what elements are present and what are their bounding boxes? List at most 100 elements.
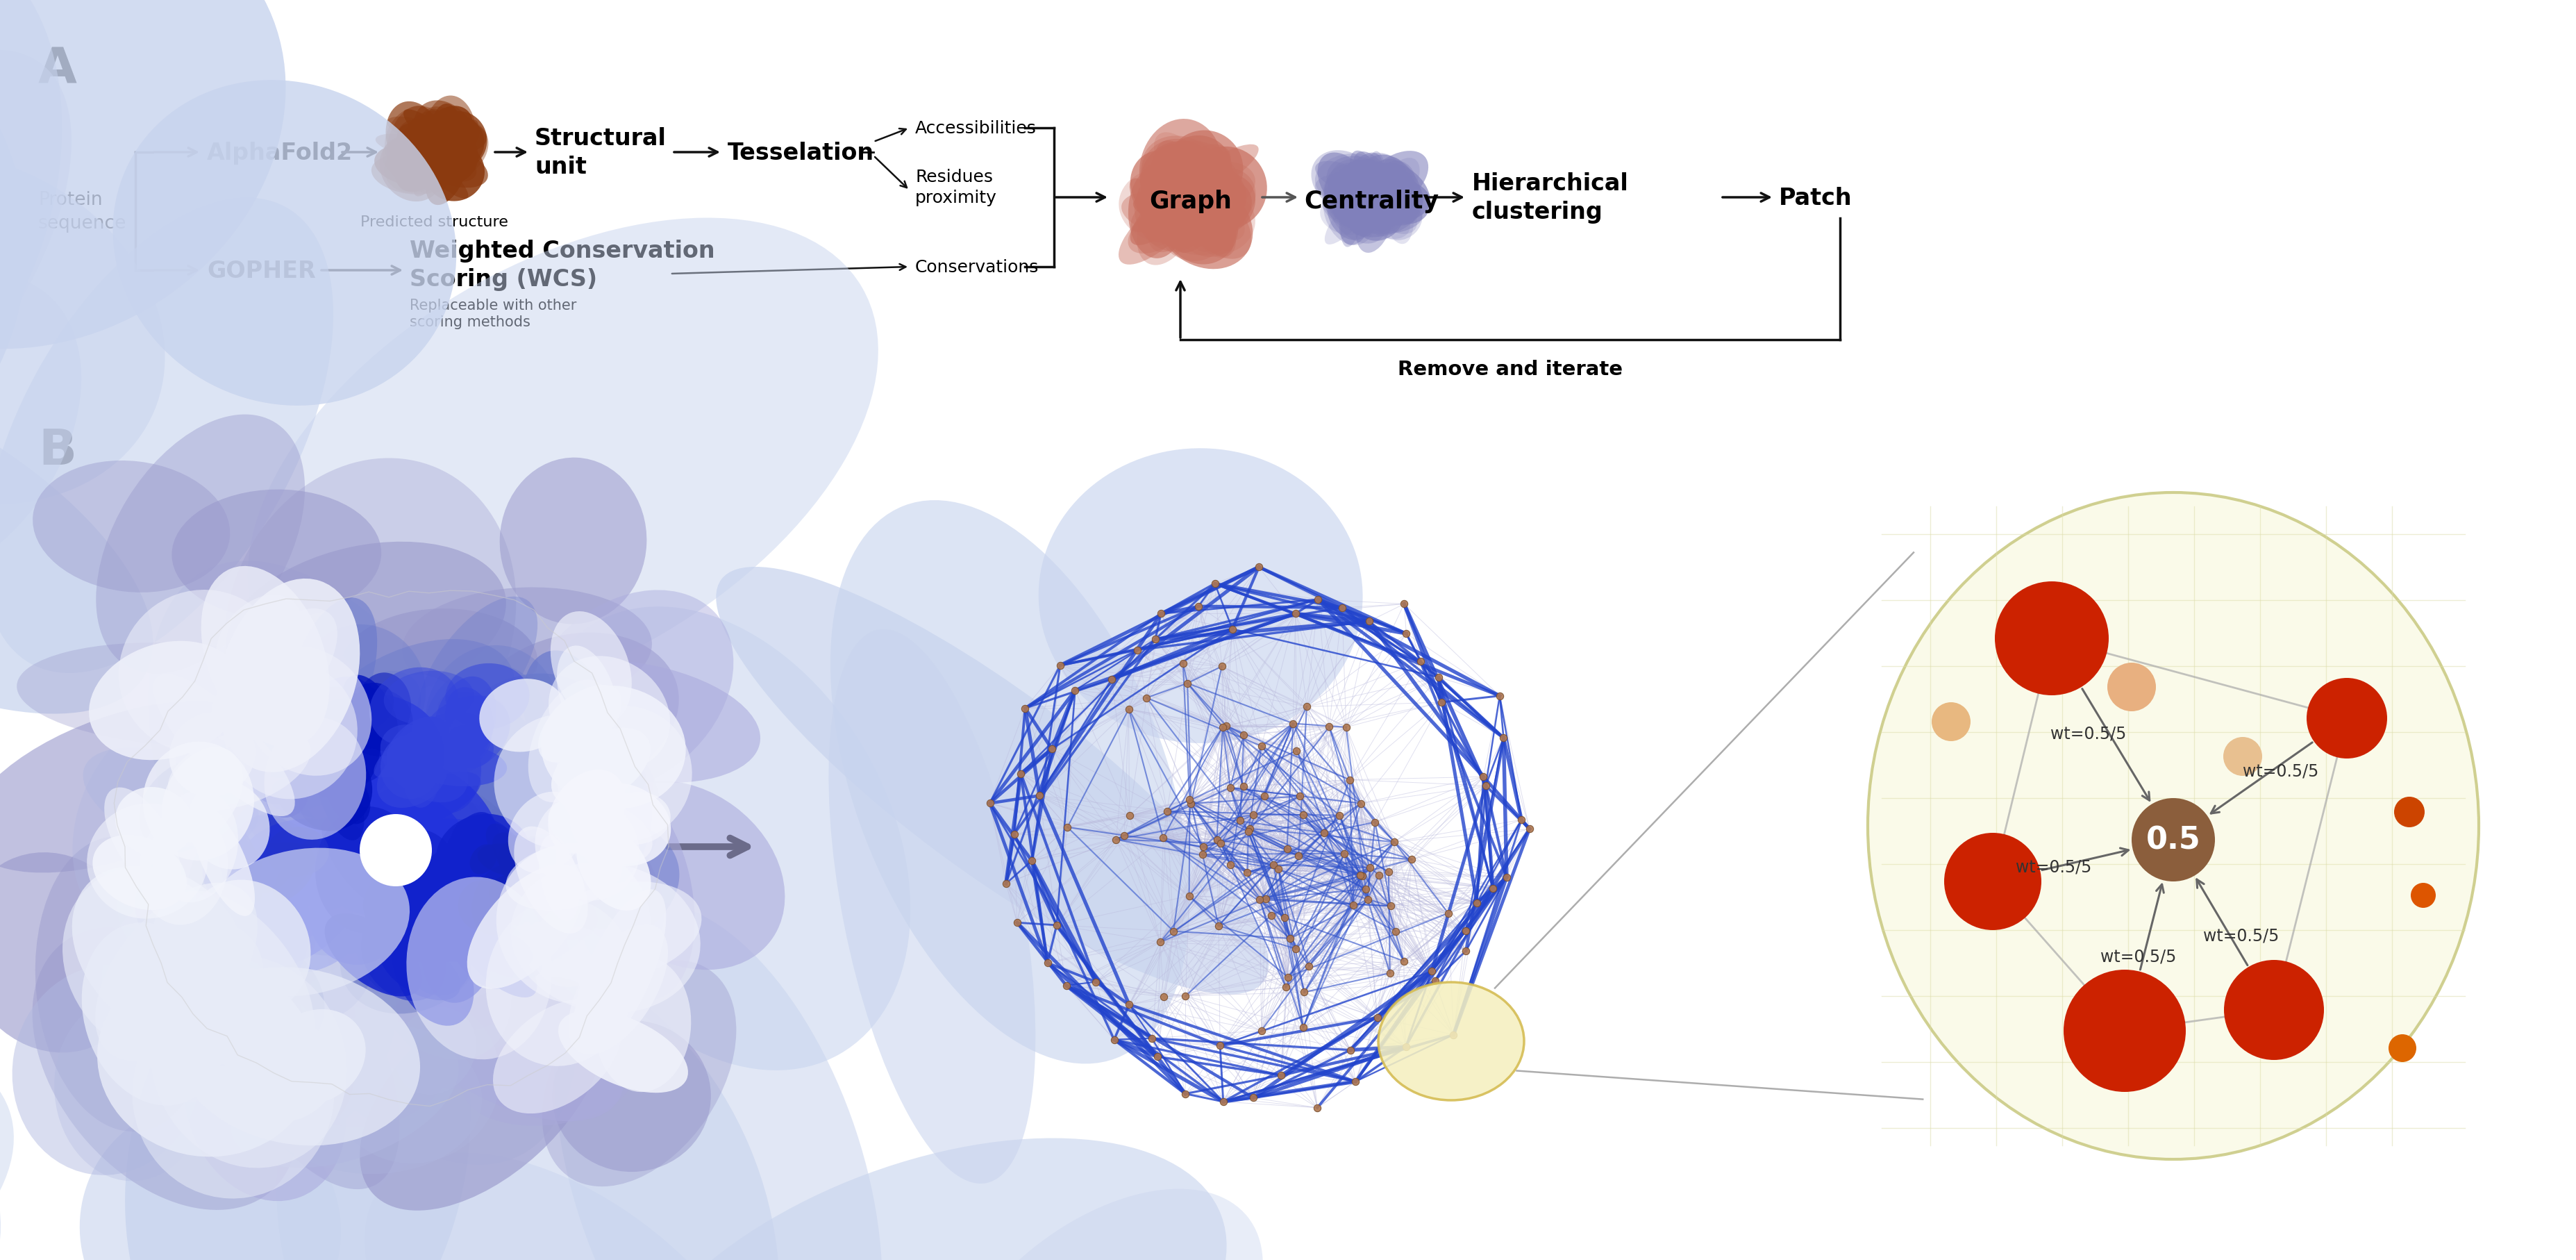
Ellipse shape	[167, 727, 312, 810]
Point	[1510, 819, 1551, 839]
Ellipse shape	[381, 819, 526, 890]
Point	[1319, 805, 1360, 825]
Text: Protein
sequence: Protein sequence	[39, 192, 126, 233]
Ellipse shape	[374, 761, 500, 879]
Text: wt=0.5/5: wt=0.5/5	[2017, 858, 2092, 874]
Point	[1329, 770, 1370, 790]
Ellipse shape	[343, 683, 394, 732]
Point	[1118, 640, 1159, 660]
Ellipse shape	[497, 844, 652, 1004]
Ellipse shape	[502, 806, 616, 930]
Ellipse shape	[1370, 192, 1417, 234]
Ellipse shape	[430, 112, 487, 170]
Ellipse shape	[541, 685, 685, 809]
Point	[1224, 777, 1265, 798]
Ellipse shape	[404, 747, 440, 808]
Point	[1198, 916, 1239, 936]
Ellipse shape	[415, 101, 477, 169]
Ellipse shape	[327, 771, 482, 848]
Ellipse shape	[415, 120, 489, 184]
Ellipse shape	[1360, 155, 1422, 226]
Ellipse shape	[484, 833, 577, 926]
Point	[1273, 713, 1314, 733]
Ellipse shape	[263, 770, 353, 864]
Ellipse shape	[379, 939, 461, 1000]
Ellipse shape	[100, 890, 278, 1067]
Ellipse shape	[435, 814, 531, 897]
Ellipse shape	[247, 218, 878, 708]
Ellipse shape	[1365, 151, 1386, 214]
Ellipse shape	[0, 50, 72, 479]
Ellipse shape	[1321, 193, 1391, 237]
Ellipse shape	[538, 835, 580, 921]
Ellipse shape	[433, 759, 665, 968]
Ellipse shape	[384, 672, 474, 726]
Text: Structural
unit: Structural unit	[536, 127, 667, 179]
Ellipse shape	[1167, 131, 1244, 208]
Ellipse shape	[430, 861, 531, 944]
Ellipse shape	[407, 131, 453, 168]
Ellipse shape	[1141, 149, 1226, 231]
Ellipse shape	[1342, 190, 1373, 220]
Ellipse shape	[368, 930, 623, 1121]
Ellipse shape	[531, 882, 701, 983]
Ellipse shape	[0, 0, 26, 522]
Point	[1046, 975, 1087, 995]
Ellipse shape	[430, 105, 461, 159]
Ellipse shape	[451, 674, 603, 794]
Ellipse shape	[417, 136, 448, 174]
Ellipse shape	[1185, 163, 1255, 210]
Ellipse shape	[554, 902, 884, 1260]
Ellipse shape	[1324, 170, 1368, 214]
Point	[1340, 866, 1381, 886]
Ellipse shape	[551, 611, 631, 723]
Ellipse shape	[296, 625, 425, 756]
Point	[1182, 837, 1224, 857]
Ellipse shape	[1868, 493, 2478, 1159]
Ellipse shape	[1350, 190, 1409, 239]
Ellipse shape	[1321, 165, 1383, 227]
Ellipse shape	[394, 1007, 477, 1095]
Ellipse shape	[384, 823, 489, 924]
Ellipse shape	[464, 743, 556, 835]
Ellipse shape	[1350, 181, 1406, 234]
Ellipse shape	[497, 829, 549, 868]
Ellipse shape	[422, 117, 469, 158]
Ellipse shape	[93, 835, 185, 910]
Ellipse shape	[232, 814, 299, 893]
Ellipse shape	[569, 782, 670, 867]
Ellipse shape	[417, 785, 608, 941]
Text: Replaceable with other
scoring methods: Replaceable with other scoring methods	[410, 299, 577, 329]
Ellipse shape	[1314, 173, 1394, 205]
Ellipse shape	[1118, 189, 1200, 265]
Ellipse shape	[417, 732, 502, 837]
Ellipse shape	[466, 633, 680, 794]
Ellipse shape	[1345, 163, 1401, 222]
Point	[1463, 767, 1504, 788]
Ellipse shape	[518, 834, 556, 896]
Ellipse shape	[399, 130, 453, 168]
Point	[1342, 867, 1383, 887]
Ellipse shape	[399, 120, 448, 186]
Ellipse shape	[492, 833, 551, 891]
Text: Weighted Conservation
Scoring (WCS): Weighted Conservation Scoring (WCS)	[410, 239, 716, 291]
Point	[1167, 673, 1208, 693]
Point	[1203, 717, 1244, 737]
Ellipse shape	[410, 146, 469, 199]
Ellipse shape	[1131, 151, 1193, 218]
Ellipse shape	[345, 732, 389, 782]
Ellipse shape	[13, 965, 201, 1176]
Ellipse shape	[361, 976, 605, 1211]
Ellipse shape	[381, 735, 440, 799]
Ellipse shape	[72, 711, 250, 934]
Ellipse shape	[366, 1153, 775, 1260]
Ellipse shape	[322, 816, 402, 911]
Point	[1275, 741, 1316, 761]
Ellipse shape	[1332, 154, 1383, 219]
Ellipse shape	[330, 775, 433, 888]
Ellipse shape	[523, 650, 611, 777]
Point	[1370, 896, 1412, 916]
Ellipse shape	[569, 925, 667, 1055]
Ellipse shape	[273, 839, 319, 900]
Ellipse shape	[435, 117, 479, 154]
